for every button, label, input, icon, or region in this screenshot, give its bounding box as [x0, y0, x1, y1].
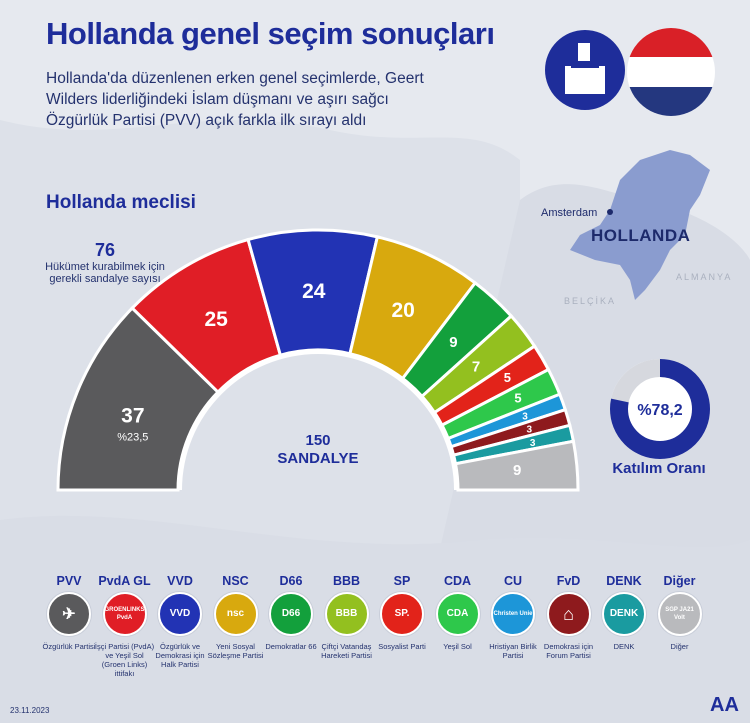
turnout-value: %78,2 — [637, 402, 682, 419]
legend-item: BBB BBB Çiftçi Vatandaş Hareketi Partisi — [316, 560, 378, 660]
legend-item: VVD VVD Özgürlük ve Demokrasi için Halk Pa… — [149, 560, 211, 669]
legend-party-name: Özgürlük Partisi — [42, 642, 96, 651]
majority-text: Hükümet kurabilmek için gerekli sandalye… — [45, 261, 165, 285]
seat-count-cu: 3 — [522, 411, 528, 422]
legend-item: CU Christen Unie Hristiyan Birlik Partisi — [482, 560, 544, 660]
nsc-logo: nsc — [213, 592, 258, 636]
netherlands-flag-icon — [627, 28, 715, 116]
legend-party-code: SP — [393, 574, 411, 588]
legend-party-code: PVV — [56, 574, 82, 588]
legend-party-name: DENK — [613, 642, 635, 651]
legend-item: DENK DENK DENK — [593, 560, 655, 651]
legend-party-code: Diğer — [663, 574, 696, 588]
seat-count-fvd: 3 — [526, 425, 532, 436]
seat-segment-di-er — [453, 439, 580, 492]
netherlands-map — [570, 150, 710, 300]
legend-item: NSC nsc Yeni Sosyal Sözleşme Partisi — [205, 560, 267, 660]
cda-logo: CDA — [435, 592, 480, 636]
legend-party-name: Demokratlar 66 — [265, 642, 317, 651]
seat-count-cda: 5 — [514, 390, 521, 405]
seat-share-pvv: %23,5 — [117, 431, 148, 443]
others-logo: SGP JA21 Volt — [657, 592, 702, 636]
agency-logo: AA — [710, 694, 739, 716]
legend-party-code: CDA — [443, 574, 472, 588]
seat-count-nsc: 20 — [391, 299, 414, 322]
sp-logo: SP. — [380, 592, 424, 636]
legend-item: FvD ⌂ Demokrasi için Forum Partisi — [538, 560, 600, 660]
temple-icon: ⌂ — [546, 592, 591, 636]
legend-item: Diğer SGP JA21 Volt Diğer — [649, 560, 711, 651]
majority-number: 76 — [94, 240, 116, 260]
denk-logo: DENK — [602, 592, 646, 636]
legend-party-name: Demokrasi için Forum Partisi — [543, 642, 594, 660]
vvd-logo: VVD — [158, 592, 202, 636]
total-seats-number: 150 — [305, 432, 330, 449]
legend-item: PVV ✈ Özgürlük Partisi — [38, 560, 100, 651]
seat-count-d66: 9 — [449, 334, 457, 351]
map-city-label: Amsterdam — [541, 207, 598, 219]
legend-party-code: D66 — [279, 574, 303, 588]
map-neighbor-east: ALMANYA — [676, 272, 733, 282]
legend-party-name: Yeşil Sol — [443, 642, 472, 651]
groenlinks-pvda-logo: GROENLINKS PvdA — [102, 592, 147, 636]
parliament-heading: Hollanda meclisi — [46, 192, 196, 213]
legend-item: SP SP. Sosyalist Parti — [371, 560, 433, 651]
legend-party-code: BBB — [332, 574, 361, 588]
legend-party-code: VVD — [167, 574, 193, 588]
bbb-logo: BBB — [324, 592, 369, 636]
eagle-icon: ✈ — [47, 592, 91, 636]
legend-item: CDA CDA Yeşil Sol — [427, 560, 489, 651]
seat-count-di-er: 9 — [513, 462, 521, 479]
legend-party-name: Özgürlük ve Demokrasi için Halk Partisi — [155, 642, 205, 669]
turnout-arc — [610, 359, 710, 459]
legend-item: PvdA GL GROENLINKS PvdA İşçi Partisi (PvdA… — [94, 560, 156, 678]
seat-count-pvda-gl: 25 — [205, 308, 229, 331]
intro-text: Hollanda'da düzenlenen erken genel seçim… — [46, 70, 424, 129]
turnout-label: Katılım Oranı — [612, 460, 706, 477]
seat-count-denk: 3 — [530, 438, 536, 449]
turnout-donut: %78,2 — [610, 359, 710, 459]
legend-party-name: İşçi Partisi (PvdA) ve Yeşil Sol (Groen … — [94, 642, 155, 678]
d66-logo: D66 — [269, 592, 313, 636]
legend-party-code: FvD — [556, 574, 581, 588]
total-seats-label: SANDALYE — [277, 450, 358, 467]
legend-party-code: NSC — [222, 574, 249, 588]
legend-party-name: Sosyalist Parti — [378, 642, 426, 651]
seat-count-pvv: 37 — [121, 404, 144, 427]
legend-party-name: Yeni Sosyal Sözleşme Partisi — [207, 642, 264, 660]
legend-party-name: Çiftçi Vatandaş Hareketi Partisi — [321, 642, 372, 660]
page-title: Hollanda genel seçim sonuçları — [46, 16, 495, 51]
map-neighbor-south: BELÇİKA — [564, 296, 617, 306]
map-country-label: HOLLANDA — [591, 226, 691, 245]
date-label: 23.11.2023 — [10, 706, 50, 715]
seat-count-sp: 5 — [504, 370, 511, 385]
legend-party-name: Diğer — [670, 642, 689, 651]
legend-party-name: Hristiyan Birlik Partisi — [489, 642, 537, 660]
legend-party-code: PvdA GL — [98, 574, 151, 588]
legend-item: D66 D66 Demokratlar 66 — [260, 560, 322, 651]
cu-logo: Christen Unie — [491, 592, 535, 636]
legend-party-code: DENK — [606, 574, 642, 588]
seat-count-bbb: 7 — [472, 358, 480, 375]
seat-count-vvd: 24 — [302, 280, 326, 303]
legend-party-code: CU — [503, 574, 523, 588]
